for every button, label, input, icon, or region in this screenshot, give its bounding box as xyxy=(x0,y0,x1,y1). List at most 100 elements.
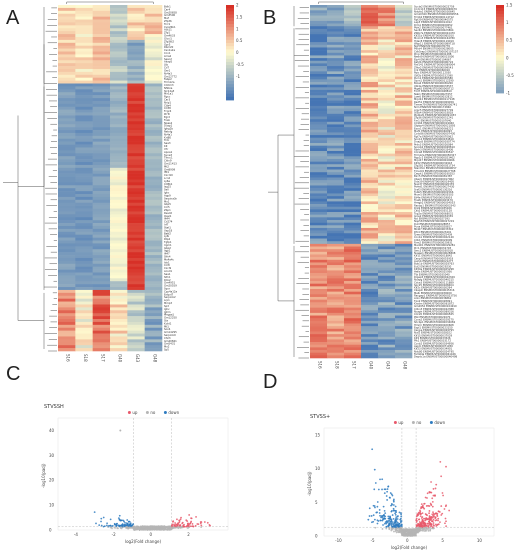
heatmap-b-cell xyxy=(310,20,328,24)
volcano-point xyxy=(394,513,397,516)
heatmap-b-cell xyxy=(361,97,379,101)
heatmap-a-cell xyxy=(127,330,145,334)
heatmap-a-row-label: Gm3500 xyxy=(164,13,175,17)
heatmap-b-cell xyxy=(395,129,413,133)
heatmap-a-cell xyxy=(58,28,76,32)
heatmap-a-row-label: Nr4a1 xyxy=(164,132,172,136)
heatmap-b-cell xyxy=(378,177,396,181)
heatmap-b-cell xyxy=(344,243,362,247)
heatmap-a-cell xyxy=(92,179,111,183)
heatmap-a-cell xyxy=(58,237,76,241)
heatmap-a-cell xyxy=(127,301,145,305)
heatmap-b-cell xyxy=(344,39,362,43)
heatmap-b-cell xyxy=(378,193,396,197)
heatmap-a-cell xyxy=(127,255,145,259)
heatmap-b-cell xyxy=(310,201,328,205)
volcano-point xyxy=(431,516,434,519)
volcano-legend-label: no xyxy=(150,410,156,415)
heatmap-a-cell xyxy=(110,336,128,340)
heatmap-a-cell xyxy=(58,272,76,276)
volcano-point xyxy=(109,524,112,527)
heatmap-a-cell xyxy=(110,124,128,128)
volcano-point xyxy=(439,460,442,463)
heatmap-b-cell xyxy=(327,336,345,340)
heatmap-b-cell xyxy=(361,188,379,192)
heatmap-b-cell xyxy=(378,135,396,139)
volcano-point xyxy=(381,488,383,491)
heatmap-b-cell xyxy=(327,259,345,263)
volcano-point xyxy=(151,528,154,531)
volcano-point xyxy=(439,521,441,524)
heatmap-a-cell xyxy=(58,156,76,160)
heatmap-a-cell xyxy=(110,106,128,110)
volcano-x-tick: -2 xyxy=(112,532,116,537)
heatmap-a-cell xyxy=(75,237,93,241)
heatmap-a: Bdh1Car4Gm20658Gm3500MafZfp36Tcrr1Cyp26b… xyxy=(3,1,244,363)
heatmap-b-cell xyxy=(344,302,362,306)
heatmap-b-cell xyxy=(378,227,396,231)
volcano-point xyxy=(381,478,384,481)
heatmap-a-cell xyxy=(92,156,111,160)
heatmap-a-cell xyxy=(58,5,76,9)
heatmap-a-cell xyxy=(92,124,111,128)
volcano-point xyxy=(430,481,432,483)
volcano-point xyxy=(405,531,407,534)
volcano-point xyxy=(394,528,396,530)
heatmap-a-cell xyxy=(92,13,111,17)
heatmap-b-row-label: Lap3 ENSMUST00000014012 xyxy=(414,20,452,24)
heatmap-a-cell xyxy=(110,260,128,265)
heatmap-b-row-label: Tmem79 ENSMUST00000056741 xyxy=(414,102,457,106)
heatmap-b-row-label: Ranbp1 ENSMUST00000003343 xyxy=(414,203,456,207)
heatmap-a-cell xyxy=(110,109,128,113)
volcano-point xyxy=(379,519,382,522)
heatmap-a-cell xyxy=(58,289,76,294)
heatmap-b-cell xyxy=(378,74,396,77)
heatmap-a-cell xyxy=(144,321,163,326)
heatmap-b-cell xyxy=(310,254,328,258)
heatmap-a-row-label: Trim12a xyxy=(164,80,175,84)
heatmap-b-column-label: G40 xyxy=(369,361,374,370)
volcano-y-tick: 20 xyxy=(49,478,55,483)
heatmap-a-cell xyxy=(92,336,111,340)
heatmap-a-cell xyxy=(127,31,145,35)
heatmap-b-cell xyxy=(310,262,328,266)
heatmap-a-cell xyxy=(127,225,145,230)
heatmap-b-cell xyxy=(327,108,345,112)
heatmap-b-colorbar-segment xyxy=(496,13,504,18)
heatmap-b-cell xyxy=(327,63,345,67)
heatmap-b-cell xyxy=(327,265,345,269)
heatmap-b-cell xyxy=(378,307,396,311)
volcano-point xyxy=(129,522,132,525)
heatmap-a-cell xyxy=(75,89,93,93)
heatmap-a-row-label: Syne3 xyxy=(164,153,172,157)
heatmap-a-cell xyxy=(144,269,163,273)
heatmap-a-cell xyxy=(144,74,163,78)
heatmap-a-cell xyxy=(127,22,145,26)
volcano-point xyxy=(418,528,421,531)
heatmap-a-cell xyxy=(110,68,128,73)
heatmap-b-row-label: Sf3b4 ENSMUST00000053818 xyxy=(414,110,453,114)
volcano-point xyxy=(106,522,108,525)
heatmap-a-cell xyxy=(92,19,111,23)
heatmap-b-cell xyxy=(395,328,413,332)
heatmap-a-cell xyxy=(144,22,163,26)
heatmap-b-cell xyxy=(395,315,413,319)
heatmap-b-cell xyxy=(327,180,345,184)
volcano-point xyxy=(142,528,145,531)
heatmap-a-cell xyxy=(92,141,111,145)
volcano-point xyxy=(124,525,126,527)
volcano-point xyxy=(141,525,144,528)
volcano-x-axis-label: log2(Fold change) xyxy=(125,539,161,544)
heatmap-a-cell xyxy=(110,223,128,227)
heatmap-a-cell xyxy=(58,34,76,38)
volcano-point xyxy=(414,532,417,535)
volcano-point xyxy=(166,526,169,529)
heatmap-a-cell xyxy=(75,214,93,218)
heatmap-a-cell xyxy=(75,54,93,58)
heatmap-b-cell xyxy=(395,76,413,80)
heatmap-a-cell xyxy=(75,164,93,169)
heatmap-b-cell xyxy=(310,124,328,128)
heatmap-b-cell xyxy=(310,87,328,91)
heatmap-b-cell xyxy=(378,18,396,22)
heatmap-a-cell xyxy=(58,205,76,209)
